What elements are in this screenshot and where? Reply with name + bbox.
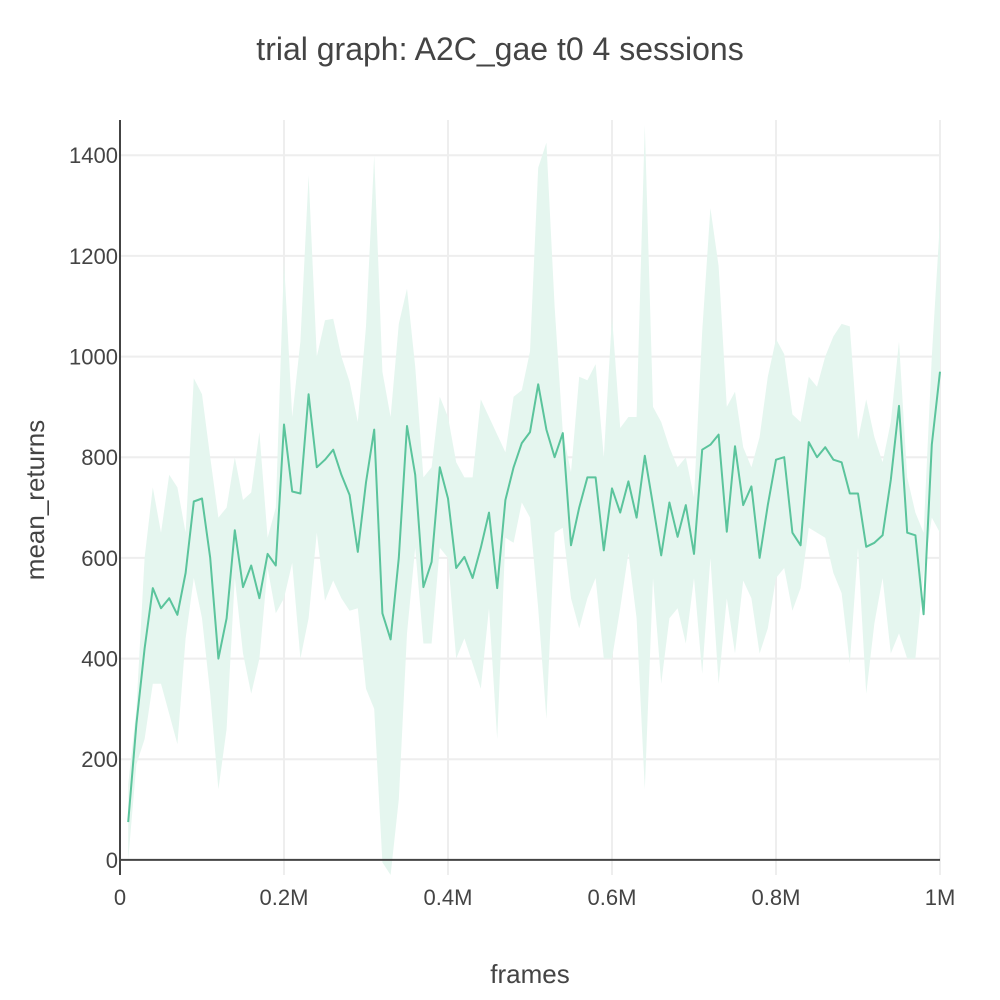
x-tick-label: 0.2M	[260, 885, 309, 910]
y-tick-label: 600	[81, 546, 118, 571]
x-tick-label: 1M	[925, 885, 956, 910]
x-axis-title: frames	[490, 959, 569, 989]
y-tick-label: 1200	[69, 244, 118, 269]
x-tick-label: 0.4M	[424, 885, 473, 910]
band-layer	[128, 125, 940, 875]
y-tick-label: 1400	[69, 143, 118, 168]
y-tick-label: 200	[81, 747, 118, 772]
y-tick-label: 400	[81, 647, 118, 672]
y-axis-title: mean_returns	[20, 420, 50, 580]
y-tick-label: 800	[81, 445, 118, 470]
y-tick-label: 0	[106, 848, 118, 873]
x-tick-label: 0	[114, 885, 126, 910]
line-layer	[127, 371, 941, 823]
axes	[119, 120, 940, 875]
x-tick-label: 0.6M	[588, 885, 637, 910]
mean-line	[127, 371, 941, 823]
x-tick-label: 0.8M	[752, 885, 801, 910]
error-band	[128, 125, 940, 875]
chart-title: trial graph: A2C_gae t0 4 sessions	[256, 31, 743, 67]
y-tick-label: 1000	[69, 345, 118, 370]
ticks: 0 200 400 600 800 1000 1200 1400 0 0.2M 0.4M 0.6M 0.…	[69, 143, 955, 910]
